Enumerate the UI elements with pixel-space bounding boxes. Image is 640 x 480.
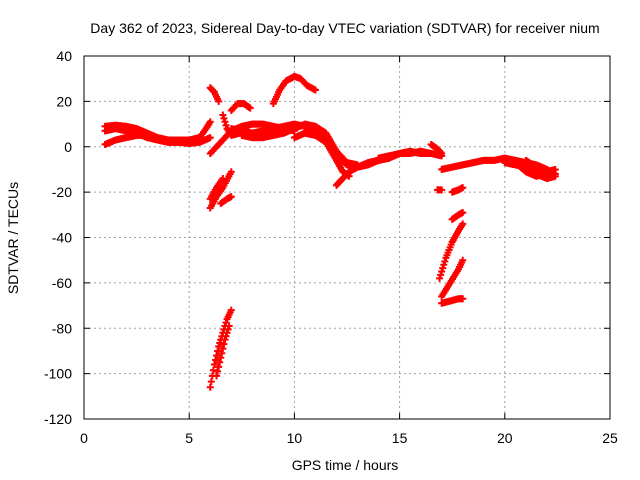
- y-tick-label: -60: [52, 275, 72, 291]
- data-point: [224, 325, 232, 333]
- data-point: [221, 336, 229, 344]
- series-seg29: [501, 156, 551, 180]
- series-seg21: [433, 186, 446, 194]
- data-point: [213, 351, 221, 359]
- axis-ticks: 0 5 10 15 20 25 -120 -100 -80 -60 -40 -20 0 20 40: [44, 48, 618, 446]
- series-seg24: [438, 256, 467, 300]
- series-seg13: [213, 322, 233, 380]
- data-point: [215, 363, 223, 371]
- y-axis-title: SDTVAR / TECUs: [5, 182, 21, 294]
- data-point: [439, 264, 447, 272]
- data-point: [438, 186, 446, 194]
- data-point: [215, 342, 223, 350]
- data-point: [311, 86, 319, 94]
- data-point: [437, 148, 445, 156]
- data-point: [246, 104, 254, 112]
- series-seg8: [227, 100, 254, 114]
- data-point: [459, 184, 467, 192]
- data-point: [219, 345, 227, 353]
- data-point: [207, 378, 215, 386]
- data-point: [222, 332, 230, 340]
- y-tick-label: 0: [64, 139, 72, 155]
- series-seg3: [101, 131, 193, 148]
- data-point: [459, 256, 467, 264]
- data-point: [223, 329, 231, 337]
- series-seg20: [427, 140, 446, 158]
- series-seg19: [375, 147, 446, 162]
- data-point: [212, 356, 219, 364]
- data-point: [459, 220, 467, 228]
- data-point: [227, 168, 235, 176]
- data-point: [220, 340, 228, 348]
- data-point: [206, 383, 214, 391]
- data-point: [215, 97, 223, 105]
- x-tick-label: 20: [497, 430, 513, 446]
- series-seg23: [436, 220, 467, 282]
- x-tick-label: 15: [392, 430, 408, 446]
- data-point: [225, 322, 233, 330]
- y-tick-label: -120: [44, 411, 72, 427]
- data-point: [216, 358, 224, 366]
- y-tick-label: -40: [52, 230, 72, 246]
- data-point: [227, 193, 235, 201]
- series-seg11: [217, 193, 235, 207]
- data-point: [440, 261, 448, 269]
- series-seg30: [522, 156, 559, 176]
- series-seg25: [438, 295, 467, 307]
- series-seg10: [206, 175, 227, 203]
- x-tick-label: 5: [185, 430, 193, 446]
- data-point: [459, 209, 467, 217]
- y-tick-label: 20: [56, 93, 72, 109]
- data-point: [222, 121, 230, 129]
- data-point: [214, 367, 222, 375]
- data-point: [185, 136, 193, 144]
- y-tick-label: -100: [44, 366, 72, 382]
- series-seg16: [269, 72, 319, 108]
- data-point: [217, 354, 225, 362]
- series-seg22: [448, 184, 467, 196]
- grid: [84, 56, 610, 419]
- data-point: [221, 118, 229, 126]
- data-point: [219, 175, 227, 183]
- data-point: [441, 257, 449, 265]
- series-seg9: [206, 168, 235, 212]
- data-point: [227, 306, 235, 314]
- y-tick-label: 40: [56, 48, 72, 64]
- chart-title: Day 362 of 2023, Sidereal Day-to-day VTE…: [90, 20, 599, 36]
- data-point: [220, 114, 228, 122]
- data-point: [551, 165, 559, 173]
- data-point: [210, 361, 218, 369]
- data-point: [438, 268, 446, 276]
- series-seg4: [189, 118, 214, 146]
- series-seg6: [206, 84, 223, 105]
- plot-frame: [83, 55, 611, 420]
- series-seg15: [238, 120, 362, 169]
- y-tick-label: -80: [52, 320, 72, 336]
- series-seg26: [448, 209, 467, 223]
- x-tick-label: 25: [602, 430, 618, 446]
- data-point: [437, 271, 445, 279]
- data-point: [438, 150, 446, 158]
- data-point: [218, 349, 226, 357]
- y-tick-label: -20: [52, 184, 72, 200]
- data-point: [436, 274, 444, 282]
- data-point: [551, 172, 559, 180]
- data-point: [209, 366, 217, 374]
- data-point: [214, 347, 222, 355]
- data-point: [206, 134, 214, 142]
- data-point: [213, 372, 221, 380]
- x-tick-label: 0: [80, 430, 88, 446]
- data-markers: [101, 72, 559, 391]
- x-tick-label: 10: [287, 430, 303, 446]
- data-point: [206, 118, 214, 126]
- data-point: [216, 339, 224, 347]
- data-point: [219, 111, 227, 119]
- data-point: [459, 295, 467, 303]
- x-axis-title: GPS time / hours: [292, 457, 399, 473]
